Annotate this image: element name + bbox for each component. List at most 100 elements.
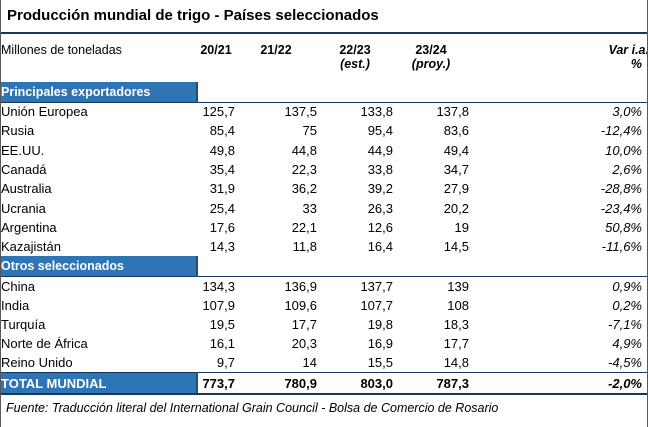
section-header-spacer — [235, 82, 317, 103]
var-value: 50,8% — [605, 219, 642, 235]
country-name: Turquía — [1, 317, 46, 333]
year-value: 134,3 — [202, 278, 235, 294]
year-value: 107,9 — [202, 297, 235, 313]
year-value: 15,5 — [367, 355, 393, 371]
production-table: Millones de toneladas 20/21 21/22 22/23 … — [1, 34, 647, 395]
country-name: India — [1, 297, 30, 313]
section-row: Principales exportadores — [1, 82, 647, 103]
col-header-23-24: 23/24 — [415, 43, 447, 57]
year-value: 19 — [454, 219, 469, 235]
header-row-years: Millones de toneladas 20/21 21/22 22/23 … — [1, 34, 647, 57]
var-value: 0,9% — [612, 278, 642, 294]
var-value: 0,2% — [612, 297, 642, 313]
title-divider — [1, 32, 647, 34]
total-var-value: -2,0% — [469, 372, 647, 395]
country-name: Argentina — [1, 219, 57, 235]
year-value: 137,7 — [360, 278, 393, 294]
section-header-spacer — [393, 256, 469, 277]
table-body: Principales exportadores Unión Europea 125… — [1, 82, 647, 395]
empty-cell — [1, 57, 197, 82]
year-value: 35,4 — [209, 162, 235, 178]
year-value: 85,4 — [209, 123, 235, 139]
figure-title: Producción mundial de trigo - Países sel… — [7, 7, 379, 24]
year-value: 22,1 — [291, 219, 317, 235]
year-value: 14,5 — [443, 239, 469, 255]
year-value: 108 — [447, 297, 469, 313]
section-header-spacer — [235, 256, 317, 277]
year-value: 27,9 — [443, 181, 469, 197]
year-value: 49,4 — [443, 142, 469, 158]
year-value: 14,3 — [209, 239, 235, 255]
col-header-20-21: 20/21 — [200, 43, 232, 57]
year-value: 19,8 — [367, 317, 393, 333]
country-name: Norte de África — [1, 336, 88, 352]
header-row-subtitles: (est.) (proy.) % — [1, 57, 647, 82]
section-header-spacer — [197, 82, 235, 103]
country-name: Rusia — [1, 123, 35, 139]
country-name: Ucrania — [1, 200, 46, 216]
year-value: 139 — [447, 278, 469, 294]
year-value: 125,7 — [202, 104, 235, 120]
year-value: 19,5 — [209, 317, 235, 333]
var-value: -28,8% — [600, 181, 642, 197]
year-value: 95,4 — [367, 123, 393, 139]
table-row: Ucrania 25,4 33 26,3 20,2 -23,4% — [1, 198, 647, 217]
table-row: Rusia 85,4 75 95,4 83,6 -12,4% — [1, 121, 647, 140]
col-header-21-22: 21/22 — [260, 43, 292, 57]
section-header-spacer — [317, 256, 393, 277]
table-row: China 134,3 136,9 137,7 139 0,9% — [1, 276, 647, 295]
year-value: 9,7 — [216, 355, 235, 371]
year-value: 33 — [302, 200, 317, 216]
var-value: -7,1% — [608, 317, 642, 333]
year-value: 137,8 — [436, 104, 469, 120]
total-year-value: 780,9 — [235, 372, 317, 395]
var-value: 3,0% — [612, 104, 642, 120]
total-year-value: 803,0 — [317, 372, 393, 395]
col-subheader-proy: (proy.) — [411, 57, 451, 71]
year-value: 44,9 — [367, 142, 393, 158]
country-name: Kazajistán — [1, 239, 61, 255]
year-value: 49,8 — [209, 142, 235, 158]
empty-cell — [235, 57, 317, 82]
section-header: Otros seleccionados — [1, 256, 198, 277]
country-name: EE.UU. — [1, 142, 45, 158]
year-value: 16,1 — [209, 336, 235, 352]
table-row: Kazajistán 14,3 11,8 16,4 14,5 -11,6% — [1, 237, 647, 256]
section-header-spacer — [469, 82, 647, 103]
var-value: 10,0% — [605, 142, 642, 158]
col-subheader-est: (est.) — [340, 57, 370, 71]
year-value: 20,2 — [443, 200, 469, 216]
section-row: Otros seleccionados — [1, 256, 647, 277]
country-name: Canadá — [1, 162, 47, 178]
var-value: -4,5% — [608, 355, 642, 371]
total-row: TOTAL MUNDIAL 773,7 780,9 803,0 787,3 -2,0% — [1, 372, 647, 395]
year-value: 25,4 — [209, 200, 235, 216]
table-row: Turquía 19,5 17,7 19,8 18,3 -7,1% — [1, 315, 647, 334]
source-note: Fuente: Traducción literal del Internati… — [6, 400, 499, 415]
year-value: 75 — [302, 123, 317, 139]
year-value: 33,8 — [367, 162, 393, 178]
section-header-spacer — [469, 256, 647, 277]
year-value: 83,6 — [443, 123, 469, 139]
year-value: 133,8 — [360, 104, 393, 120]
total-year-value: 773,7 — [197, 372, 235, 395]
year-value: 16,4 — [367, 239, 393, 255]
table-row: Canadá 35,4 22,3 33,8 34,7 2,6% — [1, 160, 647, 179]
var-value: -23,4% — [600, 200, 642, 216]
var-value: 2,6% — [612, 162, 642, 178]
year-value: 16,9 — [367, 336, 393, 352]
year-value: 107,7 — [360, 297, 393, 313]
year-value: 44,8 — [291, 142, 317, 158]
table-row: Argentina 17,6 22,1 12,6 19 50,8% — [1, 218, 647, 237]
unit-label: Millones de toneladas — [1, 43, 122, 57]
col-subheader-pct: % — [630, 57, 642, 71]
year-value: 18,3 — [443, 317, 469, 333]
var-value: -12,4% — [600, 123, 642, 139]
country-name: Unión Europea — [1, 104, 88, 120]
section-header-spacer — [393, 82, 469, 103]
empty-cell — [197, 57, 235, 82]
section-header-spacer — [317, 82, 393, 103]
table-row: Unión Europea 125,7 137,5 133,8 137,8 3,0% — [1, 102, 647, 121]
var-value: 4,9% — [612, 336, 642, 352]
